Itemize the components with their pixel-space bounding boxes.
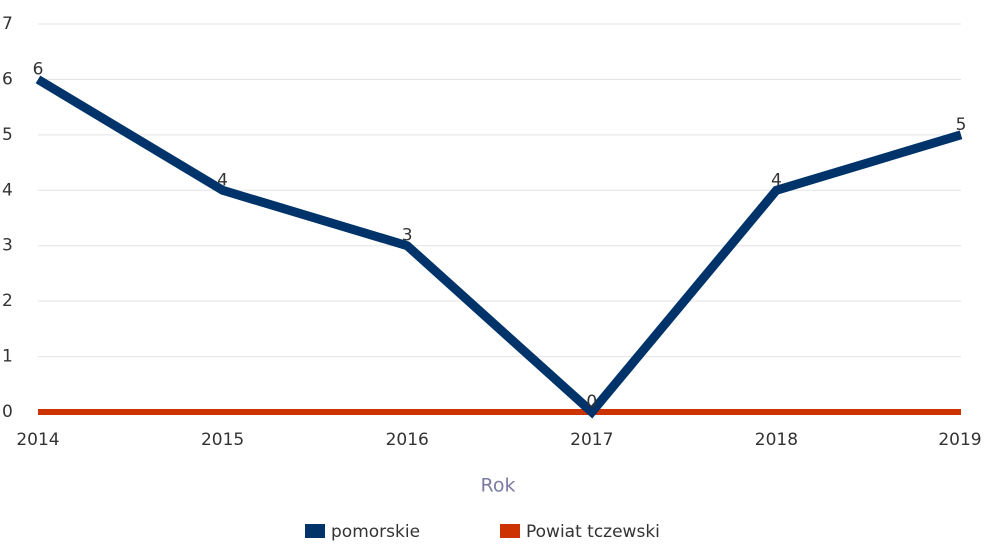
legend-label: Powiat tczewski — [526, 522, 660, 542]
legend-swatch — [305, 524, 325, 538]
x-tick-label: 2016 — [386, 430, 429, 450]
y-tick-label: 5 — [2, 125, 13, 145]
x-tick-label: 2019 — [938, 430, 981, 450]
y-tick-label: 2 — [2, 291, 13, 311]
line-series — [35, 75, 963, 419]
y-tick-label: 1 — [2, 347, 13, 367]
legend-label: pomorskie — [331, 522, 420, 542]
data-label: 4 — [771, 170, 782, 190]
data-label: 6 — [33, 59, 44, 79]
x-axis-label: Rok — [481, 475, 516, 497]
x-tick-label: 2014 — [16, 430, 59, 450]
x-tick-label: 2015 — [201, 430, 244, 450]
data-label: 3 — [402, 226, 413, 246]
data-label: 5 — [956, 115, 967, 135]
data-label: 4 — [217, 170, 228, 190]
y-tick-label: 6 — [2, 69, 13, 89]
legend-swatch — [500, 524, 520, 538]
data-label: 0 — [586, 392, 597, 412]
y-tick-label: 3 — [2, 236, 13, 256]
x-tick-label: 2018 — [755, 430, 798, 450]
y-tick-label: 7 — [2, 14, 13, 34]
x-tick-label: 2017 — [570, 430, 613, 450]
y-tick-label: 0 — [2, 402, 13, 422]
y-tick-label: 4 — [2, 180, 13, 200]
